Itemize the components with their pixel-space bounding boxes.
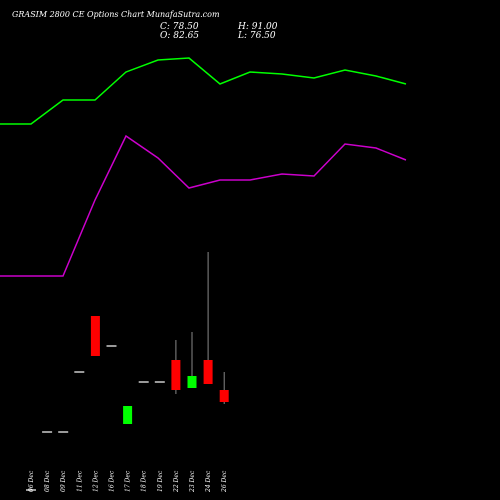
chart-title: GRASIM 2800 CE Options Chart MunafaSutra… <box>12 10 220 19</box>
candle-12-dec <box>90 316 100 356</box>
candle-body <box>90 316 100 356</box>
candle-body <box>123 406 133 424</box>
open-value: O: 82.65 <box>160 31 200 41</box>
candle-body <box>187 376 197 388</box>
high-value: H: 91.00 <box>238 22 278 32</box>
candle-body <box>171 360 181 390</box>
candle-body <box>219 390 229 402</box>
x-tick-label: 08 Dec <box>44 470 51 492</box>
candle-26-dec <box>219 372 229 404</box>
candle-23-dec <box>187 332 197 388</box>
x-tick-label: 16 Dec <box>109 470 116 492</box>
x-tick-label: 22 Dec <box>173 470 180 493</box>
candle-body <box>203 360 213 384</box>
candle-22-dec <box>171 340 181 394</box>
lower-band-line <box>0 134 407 277</box>
x-tick-label: 12 Dec <box>92 470 99 492</box>
x-tick-label: 06 Dec <box>28 470 35 492</box>
x-tick-label: 26 Dec <box>221 470 228 493</box>
x-tick-label: 09 Dec <box>60 470 67 492</box>
x-tick-label: 19 Dec <box>157 470 164 492</box>
candle-24-dec <box>203 252 213 384</box>
x-tick-label: 18 Dec <box>141 470 148 492</box>
upper-band-line <box>0 57 407 125</box>
candle-17-dec <box>123 406 133 424</box>
x-tick-label: 17 Dec <box>125 470 132 492</box>
candles-layer <box>26 252 229 491</box>
x-axis-labels: 06 Dec 08 Dec 09 Dec 11 Dec 12 Dec 16 Dec 17 D… <box>28 470 228 493</box>
x-tick-label: 23 Dec <box>189 470 196 493</box>
bands-layer <box>0 57 407 277</box>
x-tick-label: 24 Dec <box>205 470 212 493</box>
close-value: C: 78.50 <box>160 22 199 32</box>
x-tick-label: 11 Dec <box>76 470 83 492</box>
low-value: L: 76.50 <box>238 31 276 41</box>
